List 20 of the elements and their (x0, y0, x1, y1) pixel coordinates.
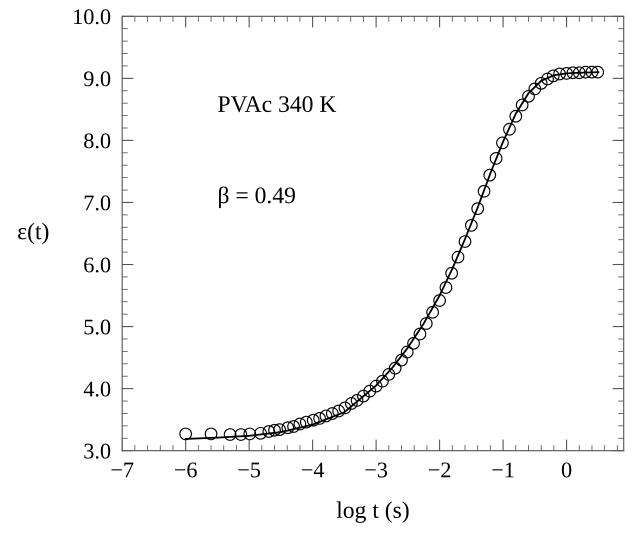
y-axis-title: ε(t) (18, 222, 48, 244)
x-tick-label: −2 (428, 462, 450, 478)
x-tick-label: 0 (562, 462, 572, 478)
y-tick-label: 7.0 (84, 195, 110, 210)
x-tick-label: −3 (365, 462, 388, 478)
y-tick-label: 5.0 (84, 320, 110, 335)
x-tick-label: −7 (111, 462, 134, 478)
y-tick-label: 6.0 (84, 257, 110, 273)
annotation: PVAc 340 K (218, 96, 336, 112)
y-tick-label: 10.0 (74, 9, 110, 24)
x-tick-label: −6 (174, 462, 197, 478)
x-tick-label: −4 (302, 462, 324, 478)
y-tick-label: 8.0 (84, 133, 110, 148)
y-tick-label: 4.0 (84, 382, 110, 397)
x-axis-title: log t (s) (336, 501, 409, 523)
x-tick-label: −1 (492, 462, 514, 478)
y-tick-label: 3.0 (84, 444, 110, 459)
x-tick-label: −5 (238, 462, 260, 478)
y-tick-label: 9.0 (84, 71, 110, 86)
annotation: β = 0.49 (218, 186, 295, 208)
